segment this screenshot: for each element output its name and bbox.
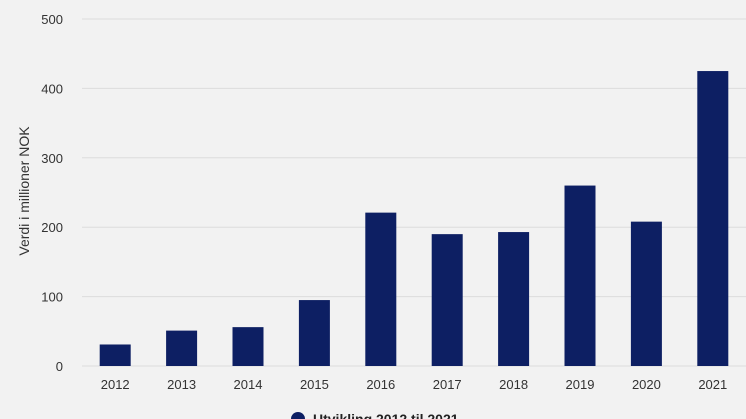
x-tick-label: 2015 xyxy=(300,377,329,392)
y-tick-label: 500 xyxy=(41,12,63,27)
bar-2018[interactable] xyxy=(498,232,530,366)
bar-2016[interactable] xyxy=(365,212,397,366)
bar-2014[interactable] xyxy=(232,327,264,366)
x-axis-ticks: 2012 2013 2014 2015 2016 2017 2018 2019 2020 2021 xyxy=(101,377,728,392)
x-tick-label: 2017 xyxy=(433,377,462,392)
y-tick-label: 0 xyxy=(56,359,63,374)
y-tick-label: 400 xyxy=(41,81,63,96)
y-tick-label: 200 xyxy=(41,220,63,235)
bar-2019[interactable] xyxy=(564,185,596,366)
bar-2013[interactable] xyxy=(166,330,198,366)
bar-2012[interactable] xyxy=(99,344,131,366)
x-tick-label: 2021 xyxy=(698,377,727,392)
y-tick-label: 100 xyxy=(41,290,63,305)
x-tick-label: 2020 xyxy=(632,377,661,392)
legend-label: Utvikling 2012 til 2021 xyxy=(313,411,459,419)
y-axis-label: Verdi i millioner NOK xyxy=(16,126,32,256)
bar-2017[interactable] xyxy=(431,234,463,366)
bars xyxy=(99,71,729,367)
x-tick-label: 2013 xyxy=(167,377,196,392)
legend[interactable]: Utvikling 2012 til 2021 xyxy=(291,411,459,419)
y-tick-label: 300 xyxy=(41,151,63,166)
x-tick-label: 2018 xyxy=(499,377,528,392)
x-tick-label: 2016 xyxy=(366,377,395,392)
x-tick-label: 2014 xyxy=(234,377,263,392)
legend-swatch xyxy=(291,412,305,419)
x-tick-label: 2019 xyxy=(566,377,595,392)
y-axis-ticks: 0 100 200 300 400 500 xyxy=(41,12,63,374)
x-tick-label: 2012 xyxy=(101,377,130,392)
bar-2015[interactable] xyxy=(298,300,330,366)
bar-2020[interactable] xyxy=(630,221,662,366)
bar-2021[interactable] xyxy=(697,71,729,367)
